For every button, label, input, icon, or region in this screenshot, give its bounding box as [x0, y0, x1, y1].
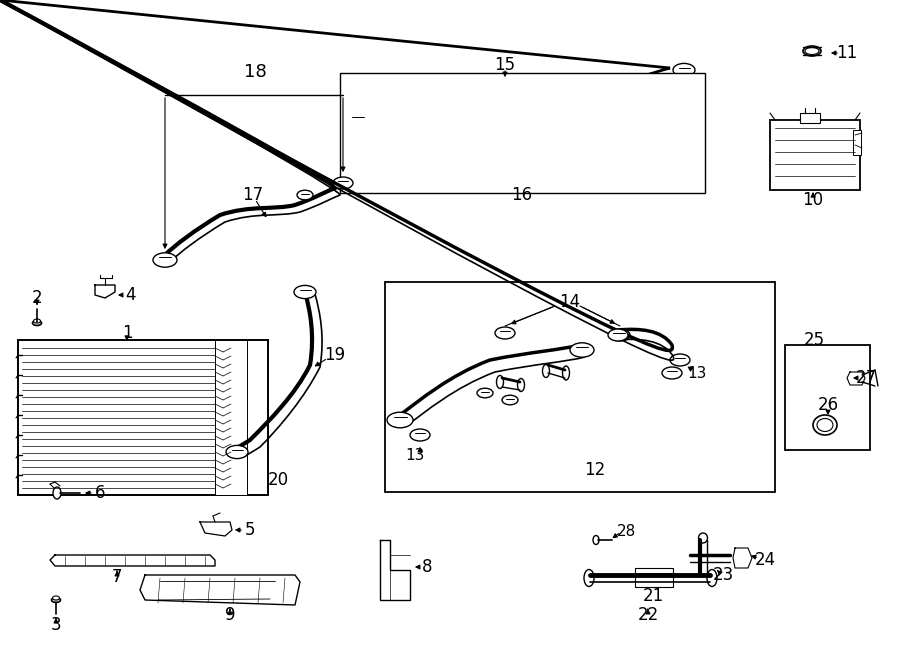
Ellipse shape	[53, 487, 61, 499]
Text: 7: 7	[112, 568, 122, 586]
Ellipse shape	[51, 598, 60, 602]
Bar	[770, 120, 860, 190]
Text: 18: 18	[244, 63, 266, 81]
Ellipse shape	[497, 375, 503, 389]
Text: 22: 22	[637, 606, 659, 624]
Bar	[785, 345, 870, 450]
Ellipse shape	[593, 535, 599, 545]
Ellipse shape	[805, 48, 819, 54]
Ellipse shape	[477, 388, 493, 398]
Text: 3: 3	[50, 616, 61, 634]
Ellipse shape	[333, 177, 353, 189]
Text: 5: 5	[245, 521, 256, 539]
Ellipse shape	[495, 327, 515, 339]
Ellipse shape	[584, 570, 594, 586]
Ellipse shape	[608, 329, 628, 341]
Ellipse shape	[33, 319, 40, 323]
Bar	[853, 130, 861, 155]
Text: 19: 19	[324, 346, 346, 364]
Text: 15: 15	[494, 56, 516, 74]
Text: 26: 26	[817, 396, 839, 414]
Ellipse shape	[570, 343, 594, 357]
Text: 13: 13	[688, 366, 706, 381]
Text: 6: 6	[94, 484, 105, 502]
Bar	[800, 113, 820, 123]
Ellipse shape	[817, 418, 833, 432]
Text: 2: 2	[32, 289, 42, 307]
Ellipse shape	[226, 446, 248, 459]
Ellipse shape	[346, 113, 370, 127]
Ellipse shape	[297, 190, 313, 200]
Text: 23: 23	[713, 566, 734, 584]
Ellipse shape	[153, 253, 177, 267]
Text: 28: 28	[616, 524, 635, 539]
Text: 25: 25	[804, 331, 824, 349]
Bar	[340, 73, 705, 193]
Ellipse shape	[698, 533, 707, 543]
Text: 13: 13	[405, 447, 425, 463]
Ellipse shape	[32, 321, 41, 325]
Text: 16: 16	[511, 186, 533, 204]
Ellipse shape	[610, 329, 630, 341]
Text: 17: 17	[242, 186, 264, 204]
Ellipse shape	[562, 366, 570, 380]
Text: 1: 1	[122, 324, 132, 342]
Text: 12: 12	[584, 461, 606, 479]
Bar	[18, 340, 268, 495]
Ellipse shape	[673, 63, 695, 77]
Ellipse shape	[518, 379, 525, 391]
Ellipse shape	[670, 354, 690, 366]
Bar	[385, 282, 775, 492]
Text: 9: 9	[225, 606, 235, 624]
Ellipse shape	[813, 415, 837, 435]
Text: 11: 11	[836, 44, 858, 62]
Ellipse shape	[294, 286, 316, 299]
Text: 27: 27	[855, 369, 877, 387]
Ellipse shape	[543, 364, 550, 377]
Text: 24: 24	[754, 551, 776, 569]
Ellipse shape	[52, 596, 59, 600]
Bar	[635, 568, 673, 587]
Ellipse shape	[387, 412, 413, 428]
Text: 4: 4	[125, 286, 135, 304]
Text: 20: 20	[267, 471, 289, 489]
Ellipse shape	[803, 46, 821, 56]
Ellipse shape	[707, 570, 717, 586]
Ellipse shape	[502, 395, 518, 405]
Ellipse shape	[662, 367, 682, 379]
Ellipse shape	[410, 429, 430, 441]
Text: 10: 10	[803, 191, 824, 209]
Text: 21: 21	[643, 587, 663, 605]
Text: 14: 14	[560, 293, 580, 311]
Text: 8: 8	[422, 558, 432, 576]
Bar	[215, 340, 247, 495]
